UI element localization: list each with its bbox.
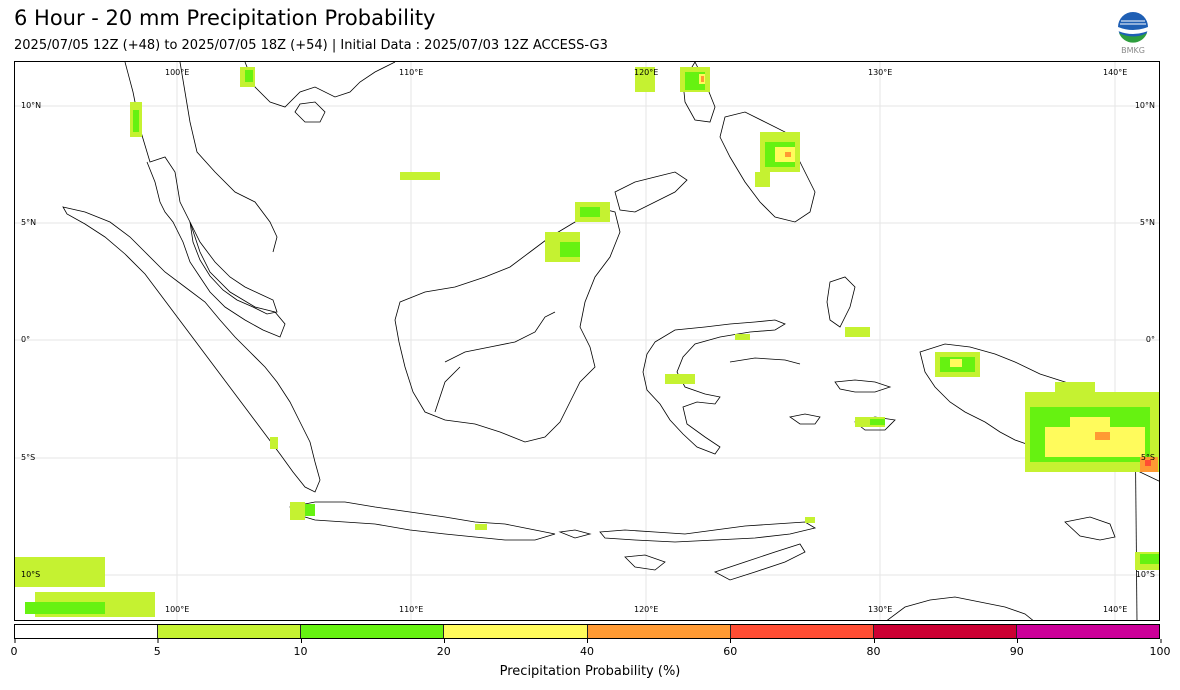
chart-subtitle: 2025/07/05 12Z (+48) to 2025/07/05 18Z (… xyxy=(14,38,608,53)
colorbar-tick: 40 xyxy=(580,639,594,658)
chart-title: 6 Hour - 20 mm Precipitation Probability xyxy=(14,6,436,30)
colorbar-tick-label: 20 xyxy=(436,645,451,658)
colorbar-segment xyxy=(873,625,1017,638)
lat-tick-right: 5°S xyxy=(1140,453,1155,462)
lat-tick-left: 5°N xyxy=(21,218,37,227)
lon-tick-top: 100°E xyxy=(165,68,190,77)
lat-tick-left: 0° xyxy=(21,335,31,344)
lon-tick-top: 120°E xyxy=(634,68,659,77)
colorbar-tick-label: 60 xyxy=(723,645,738,658)
colorbar-segment xyxy=(15,625,159,638)
colorbar-tick-label: 40 xyxy=(580,645,594,658)
colorbar-tick: 60 xyxy=(723,639,737,658)
lat-tick-right: 10°S xyxy=(1135,570,1155,579)
lon-tick-top: 130°E xyxy=(868,68,893,77)
lon-tick-top: 110°E xyxy=(399,68,424,77)
colorbar-tick: 0 xyxy=(11,639,18,658)
lon-tick-bottom: 120°E xyxy=(634,605,659,614)
colorbar-tick-label: 10 xyxy=(293,645,308,658)
lon-tick-bottom: 100°E xyxy=(165,605,190,614)
colorbar-tick-label: 80 xyxy=(866,645,881,658)
lat-tick-left: 10°S xyxy=(21,570,41,579)
colorbar-tick: 5 xyxy=(154,639,161,658)
lon-tick-bottom: 130°E xyxy=(868,605,893,614)
colorbar-segment xyxy=(587,625,731,638)
bmkg-logo: BMKG xyxy=(1118,12,1148,55)
colorbar-segment xyxy=(158,625,302,638)
precipitation-map: 100°E 110°E 120°E 130°E 140°E 100°E 110°… xyxy=(14,61,1160,621)
lon-tick-top: 140°E xyxy=(1103,68,1128,77)
logo-text: BMKG xyxy=(1121,46,1145,55)
lat-tick-left: 10°N xyxy=(21,101,42,110)
colorbar-tick-label: 90 xyxy=(1009,645,1024,658)
lat-tick-right: 5°N xyxy=(1139,218,1155,227)
colorbar-tick: 80 xyxy=(867,639,881,658)
colorbar-tick-label: 100 xyxy=(1149,645,1171,658)
colorbar-segment xyxy=(301,625,445,638)
precip-shading xyxy=(15,67,1159,617)
colorbar-segment xyxy=(1016,625,1159,638)
colorbar-tick: 20 xyxy=(437,639,451,658)
lat-tick-left: 5°S xyxy=(21,453,36,462)
lat-tick-right: 0° xyxy=(1145,335,1155,344)
colorbar-tick: 90 xyxy=(1010,639,1024,658)
colorbar-tick: 100 xyxy=(1150,639,1171,658)
colorbar-tick: 10 xyxy=(294,639,308,658)
colorbar-label: Precipitation Probability (%) xyxy=(499,664,681,679)
colorbar-ticks: 0 5 10 20 40 60 80 90 100 xyxy=(11,639,1171,659)
colorbar-segment xyxy=(444,625,588,638)
lat-tick-right: 10°N xyxy=(1134,101,1155,110)
lon-tick-bottom: 110°E xyxy=(399,605,424,614)
map-canvas xyxy=(15,62,1159,620)
colorbar-tick-label: 0 xyxy=(10,645,18,658)
coastlines xyxy=(62,62,1159,620)
lon-tick-bottom: 140°E xyxy=(1103,605,1128,614)
colorbar-tick-label: 5 xyxy=(153,645,161,658)
colorbar xyxy=(14,624,1160,639)
graticule xyxy=(15,62,1159,620)
colorbar-segment xyxy=(730,625,874,638)
